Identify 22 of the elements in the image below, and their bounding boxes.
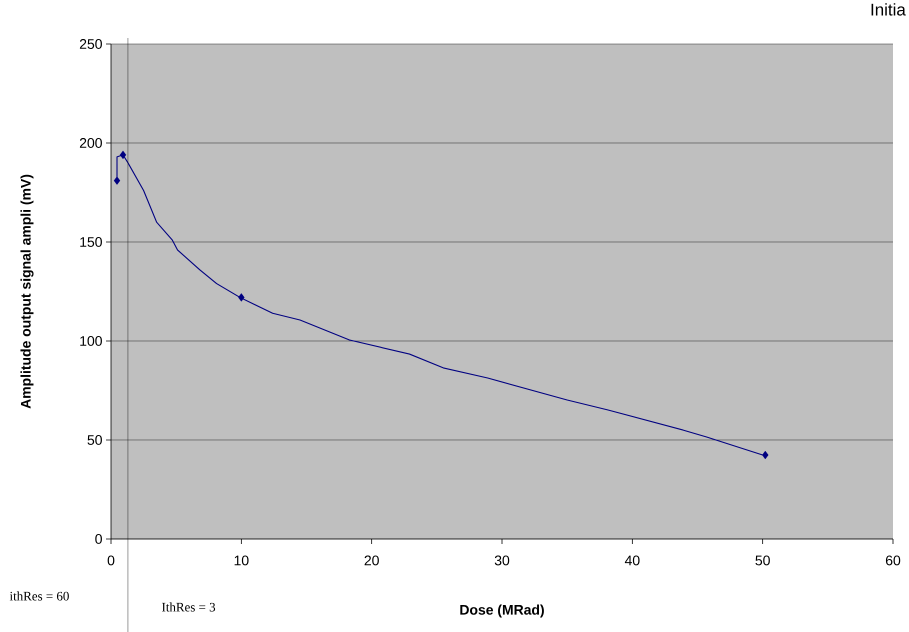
point (762, 450, 768, 460)
text: IthRes = 3 (162, 602, 216, 612)
x-tick-label: 0 (108, 555, 114, 566)
x-tick-label: 60 (886, 555, 900, 566)
point (238, 293, 245, 302)
y-tick-label: 50 (88, 434, 102, 445)
text: Initia (872, 3, 906, 16)
x-tick-label: 10 (234, 555, 249, 566)
y-tick-label: 250 (80, 38, 102, 49)
y-tick-label: 150 (80, 236, 102, 247)
x-tick-label: 50 (755, 555, 770, 566)
text: ithRes = 60 (10, 591, 69, 600)
x-axis-title: Dose (MRad) (460, 604, 544, 618)
x-tick-label: 40 (624, 555, 640, 566)
y-axis-title: Amplitude output signal ampli (mV) (20, 174, 34, 408)
y-tick-label: 0 (95, 534, 102, 544)
point (120, 150, 126, 159)
x-tick-label: 30 (494, 555, 510, 566)
point (114, 176, 120, 185)
x-tick-label: 20 (364, 555, 379, 566)
y-tick-label: 200 (80, 138, 102, 148)
y-tick-label: 100 (80, 336, 102, 346)
